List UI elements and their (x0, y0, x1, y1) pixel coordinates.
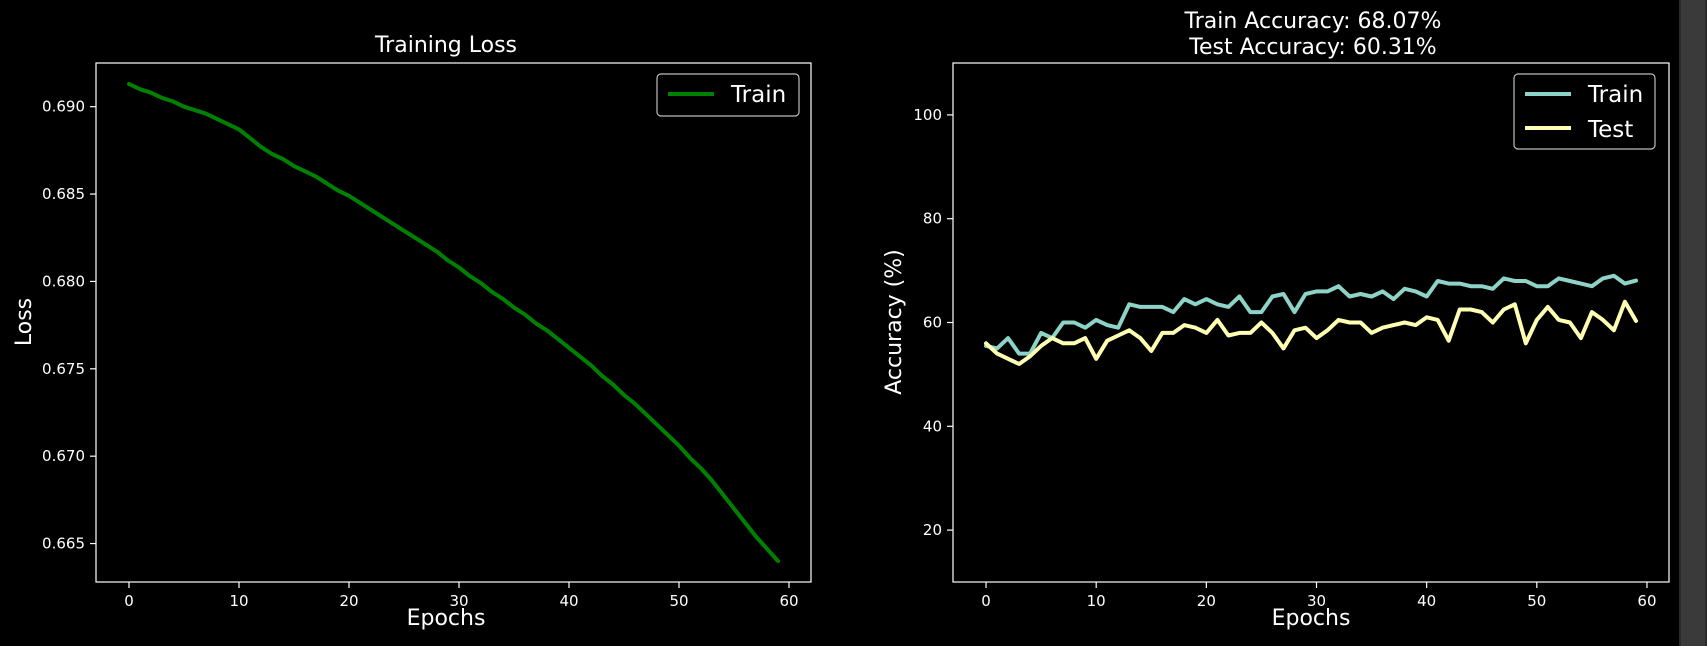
y-tick-label: 100 (913, 106, 942, 124)
accuracy-plot-legend: Train Test (1513, 73, 1656, 150)
x-tick-label: 10 (1087, 592, 1106, 610)
x-tick-label: 30 (449, 592, 468, 610)
accuracy-plot-xlabel: Epochs (1272, 606, 1351, 631)
y-tick-label: 0.680 (42, 272, 85, 290)
x-tick-label: 60 (1637, 592, 1656, 610)
y-tick-label: 60 (923, 314, 942, 332)
legend-test-label: Test (1587, 117, 1633, 143)
x-tick-label: 10 (229, 592, 248, 610)
accuracy-title-line: Test Accuracy: 60.31% (1188, 35, 1436, 60)
loss-plot-legend: Train (656, 73, 800, 117)
x-tick-label: 40 (559, 592, 578, 610)
accuracy-title-line: Train Accuracy: 68.07% (1184, 9, 1442, 34)
series-line-train (127, 82, 780, 563)
loss-plot-title: Training Loss (374, 33, 517, 58)
x-tick-label: 0 (981, 592, 991, 610)
accuracy-plot-title: Train Accuracy: 68.07% Test Accuracy: 60.… (1184, 9, 1442, 60)
y-tick-label: 0.675 (42, 360, 85, 378)
series-line-test (984, 299, 1638, 366)
loss-plot-ylabel: Loss (12, 298, 37, 346)
y-tick-label: 80 (923, 210, 942, 228)
x-tick-label: 50 (1527, 592, 1546, 610)
x-tick-label: 60 (779, 592, 798, 610)
accuracy-plot-ylabel: Accuracy (%) (882, 249, 907, 395)
loss-plot-frame (95, 62, 812, 583)
scrollbar-thumb[interactable] (1681, 0, 1705, 646)
x-tick-label: 50 (669, 592, 688, 610)
accuracy-plot-area (984, 273, 1638, 366)
x-tick-label: 20 (339, 592, 358, 610)
y-tick-label: 0.685 (42, 185, 85, 203)
y-tick-label: 0.670 (42, 447, 85, 465)
legend-box (656, 73, 800, 117)
legend-train-label: Train (1587, 82, 1643, 108)
y-tick-label: 0.690 (42, 98, 85, 116)
y-tick-label: 0.665 (42, 535, 85, 553)
loss-plot: Training Loss Epochs Loss Train 0 10 20 30 4… (12, 33, 812, 631)
series-line-train (984, 273, 1638, 356)
x-tick-label: 40 (1417, 592, 1436, 610)
accuracy-plot: Train Accuracy: 68.07% Test Accuracy: 60.… (882, 9, 1670, 631)
x-tick-label: 0 (124, 592, 134, 610)
y-tick-label: 40 (923, 417, 942, 435)
loss-plot-xlabel: Epochs (407, 606, 486, 631)
x-tick-label: 20 (1197, 592, 1216, 610)
x-tick-label: 30 (1307, 592, 1326, 610)
loss-plot-area (127, 82, 780, 563)
y-tick-label: 20 (923, 521, 942, 539)
legend-train-label: Train (730, 82, 786, 108)
